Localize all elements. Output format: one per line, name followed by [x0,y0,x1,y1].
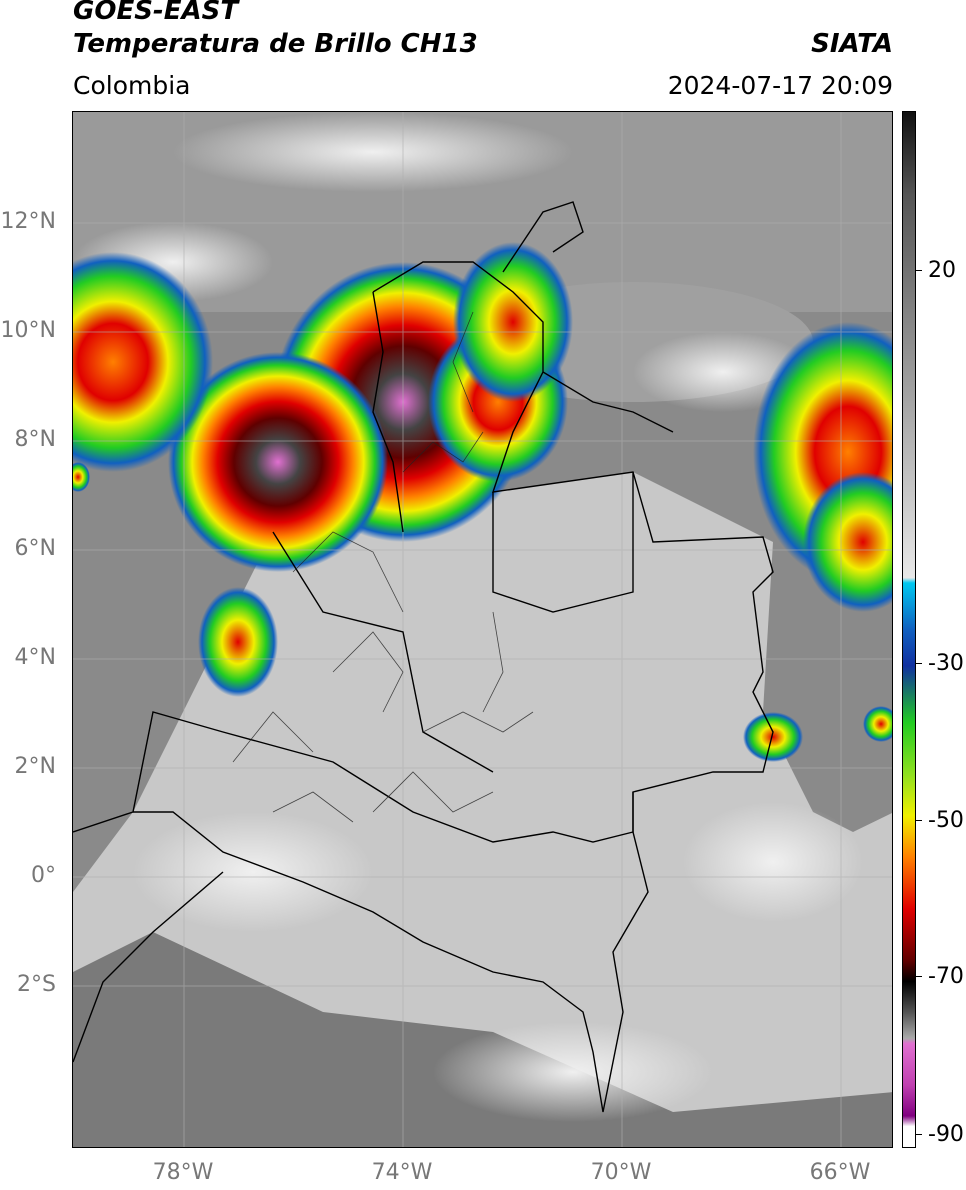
colorbar-tick [916,1134,922,1135]
colorbar-label: -50 [928,808,964,833]
graticule [73,112,892,1147]
lat-label-2s: 2°S [17,972,56,997]
storm-cell-west [168,352,388,572]
colorbar-tick [916,663,922,664]
lon-label-66w: 66°W [809,1160,871,1185]
country-borders [73,201,774,1113]
lat-label-6n: 6°N [14,536,56,561]
colorbar-label: -70 [928,964,964,989]
lat-label-4n: 4°N [14,645,56,670]
colorbar-label: -90 [928,1122,964,1147]
lat-label-2n: 2°N [14,754,56,779]
lon-label-78w: 78°W [152,1160,214,1185]
map-canvas [73,112,892,1147]
colorbar-label: -30 [928,651,964,676]
product-variable-title: Temperatura de Brillo CH13 [73,29,478,59]
lon-label-70w: 70°W [590,1160,652,1185]
brand-label: SIATA [811,29,893,59]
temperature-colorbar [902,111,916,1148]
colorbar-tick [916,976,922,977]
lat-label-12n: 12°N [0,209,56,234]
datetime-label: 2024-07-17 20:09 [667,71,893,100]
lat-label-0: 0° [31,863,56,888]
product-source-title: GOES-EAST [73,0,239,26]
colorbar-tick [916,820,922,821]
satellite-map[interactable] [72,111,893,1148]
colorbar-label: 20 [928,258,956,283]
storm-cell-caribbean [73,252,213,472]
region-label: Colombia [73,71,191,100]
lon-label-74w: 74°W [371,1160,433,1185]
colorbar-tick [916,270,922,271]
department-borders [232,311,534,823]
lat-label-10n: 10°N [0,318,56,343]
lat-label-8n: 8°N [14,427,56,452]
